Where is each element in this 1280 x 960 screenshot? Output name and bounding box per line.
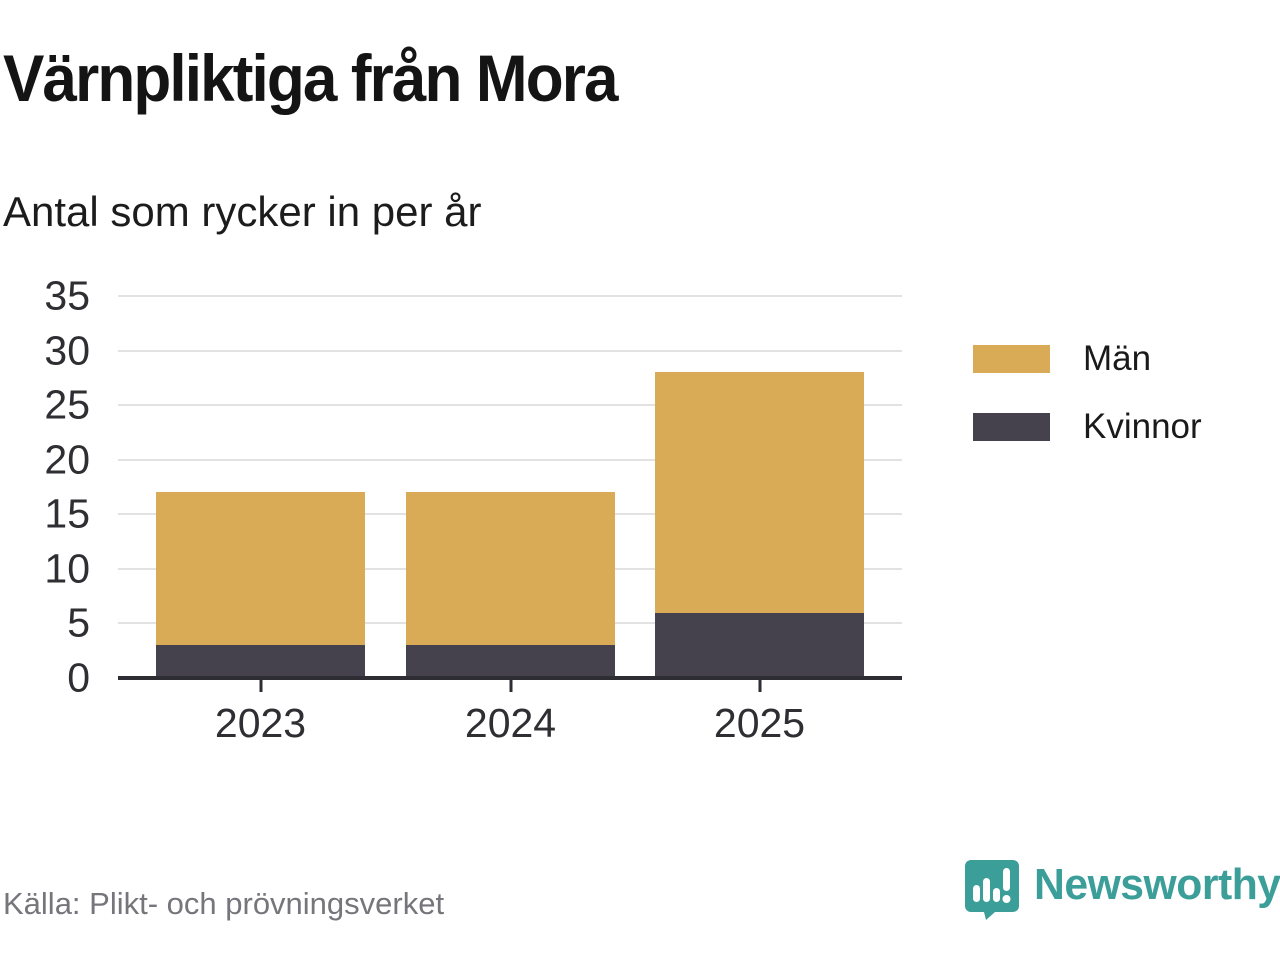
source-note: Källa: Plikt- och prövningsverket <box>3 886 445 921</box>
brand-logo: Newsworthy <box>963 858 1280 920</box>
x-tick-2024 <box>509 680 512 692</box>
bar-segment-2025-Kvinnor <box>655 612 864 678</box>
y-tick-label-0: 0 <box>67 654 90 701</box>
y-tick-label-30: 30 <box>44 327 90 374</box>
brand-wordmark: Newsworthy <box>1034 860 1280 909</box>
legend: Män Kvinnor <box>973 339 1202 475</box>
legend-item-women: Kvinnor <box>973 407 1202 447</box>
bar-segment-2025-Män <box>655 372 864 613</box>
bar-2025 <box>655 296 864 678</box>
y-tick-label-5: 5 <box>67 599 90 646</box>
bar-segment-2023-Kvinnor <box>156 645 365 678</box>
bar-segment-2024-Kvinnor <box>406 645 615 678</box>
bar-2023 <box>156 296 365 678</box>
y-tick-label-20: 20 <box>44 436 90 483</box>
gridline-30 <box>118 349 902 352</box>
legend-swatch-women <box>973 413 1050 441</box>
legend-item-men: Män <box>973 339 1202 379</box>
y-tick-label-25: 25 <box>44 381 90 428</box>
legend-swatch-men <box>973 345 1050 373</box>
bar-segment-2024-Män <box>406 492 615 646</box>
legend-label-men: Män <box>1083 339 1152 378</box>
x-tick-2023 <box>259 680 262 692</box>
plot-area: 0 5 10 15 20 25 30 35 2023 2024 2025 <box>44 273 902 746</box>
x-tick-label-2024: 2024 <box>464 700 557 746</box>
bar-segment-2023-Män <box>156 492 365 646</box>
gridline-20 <box>118 458 902 461</box>
y-tick-label-15: 15 <box>44 490 90 537</box>
chart-subtitle: Antal som rycker in per år <box>3 188 482 235</box>
x-tick-label-2023: 2023 <box>214 700 307 746</box>
gridline-35 <box>118 295 902 297</box>
newsworthy-bubble-icon <box>965 860 1019 920</box>
legend-label-women: Kvinnor <box>1083 407 1202 446</box>
bar-2024 <box>406 296 615 678</box>
chart-title: Värnpliktiga från Mora <box>3 41 619 115</box>
x-tick-2025 <box>758 680 761 692</box>
y-tick-label-35: 35 <box>44 272 90 319</box>
gridline-25 <box>118 404 902 407</box>
x-axis-line <box>118 676 902 680</box>
x-tick-label-2025: 2025 <box>713 700 806 746</box>
y-tick-label-10: 10 <box>44 545 90 592</box>
